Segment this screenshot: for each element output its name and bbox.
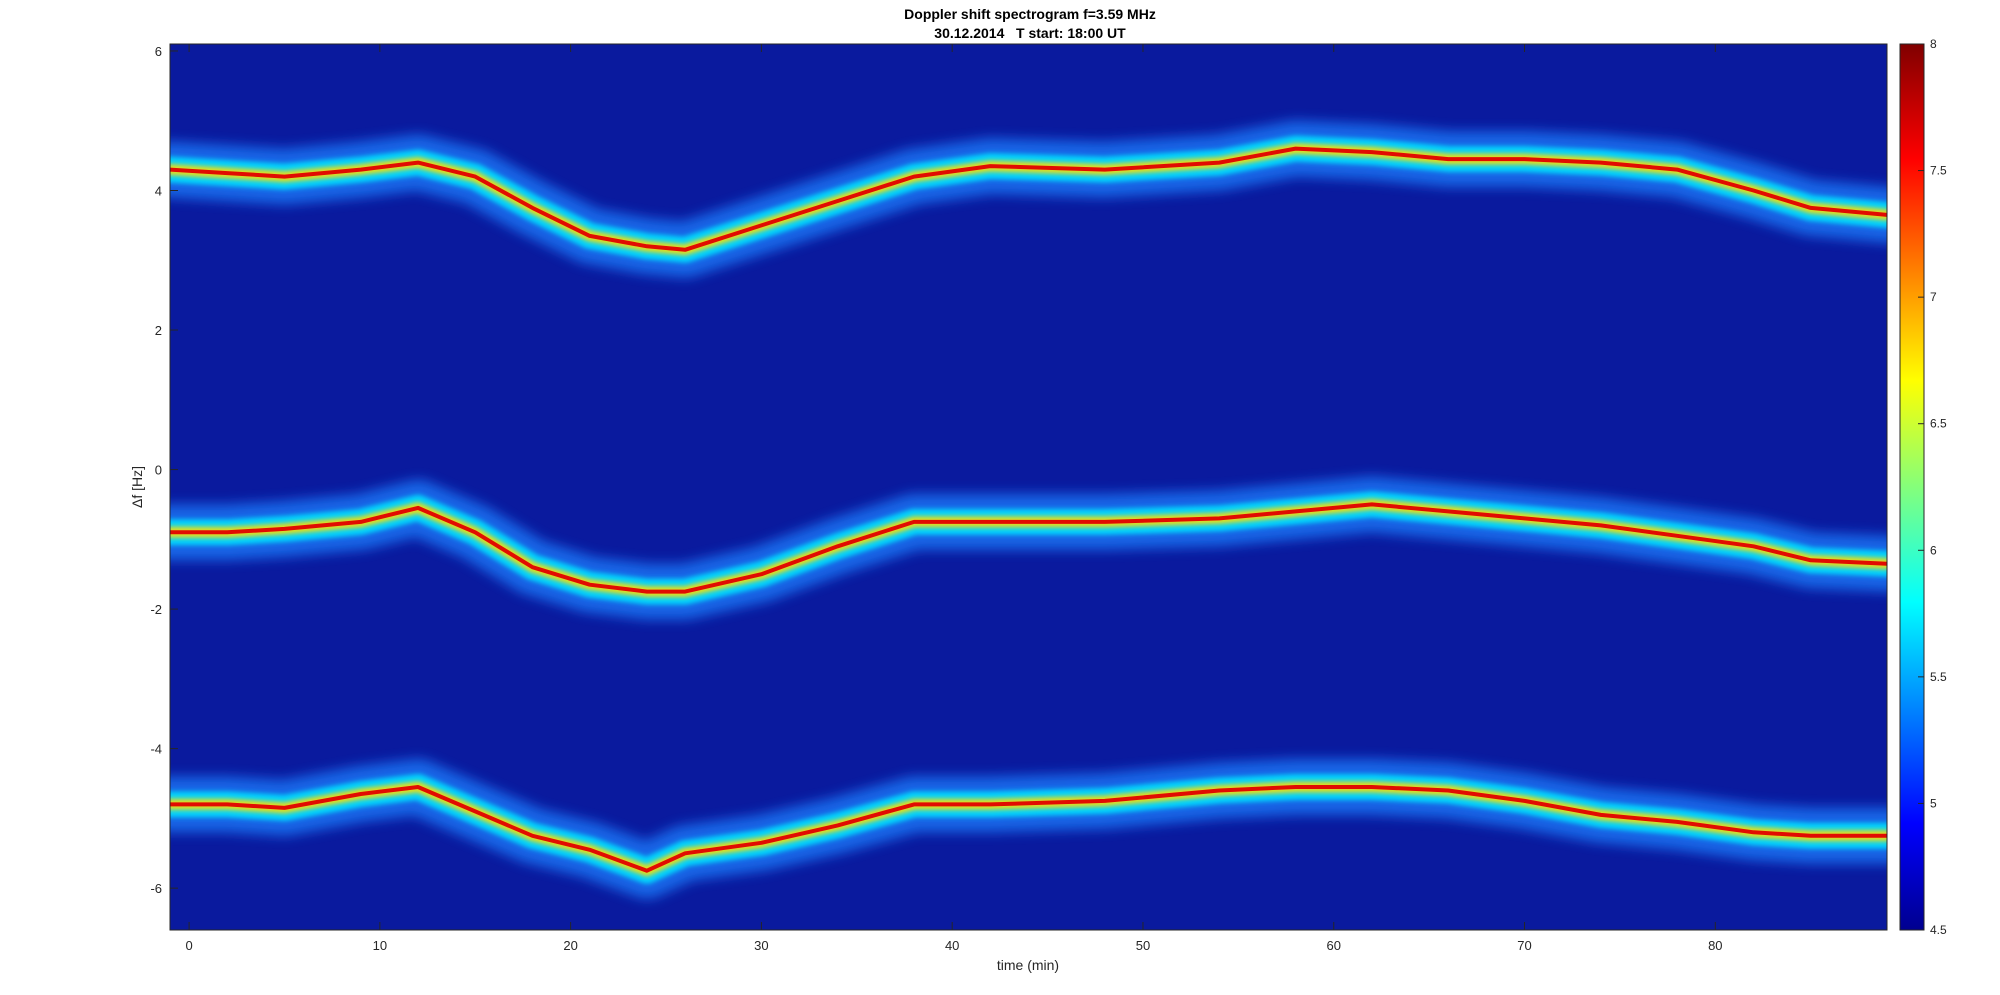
colorbar-tick-label: 5 bbox=[1930, 796, 1937, 810]
x-tick-label: 70 bbox=[1517, 938, 1531, 953]
colorbar-tick-label: 8 bbox=[1930, 37, 1937, 51]
band-peak-3 bbox=[170, 785, 1887, 873]
spectral-bands bbox=[170, 120, 1887, 899]
x-tick-label: 10 bbox=[373, 938, 387, 953]
x-tick-label: 20 bbox=[563, 938, 577, 953]
band-peak-2 bbox=[170, 502, 1887, 594]
plot-frame bbox=[169, 43, 1888, 931]
colorbar-tick-label: 7 bbox=[1930, 290, 1937, 304]
colorbar-tick-label: 7.5 bbox=[1930, 164, 1947, 178]
colorbar-gradient bbox=[1899, 43, 1925, 931]
x-axis-ticks: 0 10 20 30 40 50 60 70 80 bbox=[185, 44, 1723, 953]
colorbar-tick-label: 4.5 bbox=[1930, 923, 1947, 937]
band-peak-1 bbox=[170, 146, 1887, 252]
y-axis-ticks: -6 -4 -2 0 2 4 6 bbox=[150, 44, 178, 896]
x-tick-label: 60 bbox=[1327, 938, 1341, 953]
x-tick-label: 50 bbox=[1136, 938, 1150, 953]
y-tick-label: 2 bbox=[155, 323, 162, 338]
colorbar-tick-label: 5.5 bbox=[1930, 670, 1947, 684]
chart-subtitle: 30.12.2014 T start: 18:00 UT bbox=[934, 25, 1126, 41]
y-axis-label: Δf [Hz] bbox=[129, 466, 145, 508]
y-tick-label: -2 bbox=[150, 602, 162, 617]
colorbar-ticks: 4.5 5 5.5 6 6.5 7 7.5 8 bbox=[1918, 37, 1947, 937]
y-tick-label: 0 bbox=[155, 463, 162, 478]
y-tick-label: -6 bbox=[150, 881, 162, 896]
colorbar-tick-label: 6 bbox=[1930, 543, 1937, 557]
x-tick-label: 0 bbox=[185, 938, 192, 953]
chart-title: Doppler shift spectrogram f=3.59 MHz bbox=[904, 6, 1156, 22]
plot-area: 0 10 20 30 40 50 60 70 80 -6 -4 -2 0 2 4 6 bbox=[150, 43, 1888, 953]
x-tick-label: 30 bbox=[754, 938, 768, 953]
x-tick-label: 80 bbox=[1708, 938, 1722, 953]
colorbar-tick-label: 6.5 bbox=[1930, 417, 1947, 431]
colorbar: 4.5 5 5.5 6 6.5 7 7.5 8 bbox=[1899, 37, 1947, 937]
y-tick-label: -4 bbox=[150, 742, 162, 757]
x-tick-label: 40 bbox=[945, 938, 959, 953]
y-tick-label: 6 bbox=[155, 44, 162, 59]
x-axis-label: time (min) bbox=[997, 957, 1059, 973]
y-tick-label: 4 bbox=[155, 184, 162, 199]
